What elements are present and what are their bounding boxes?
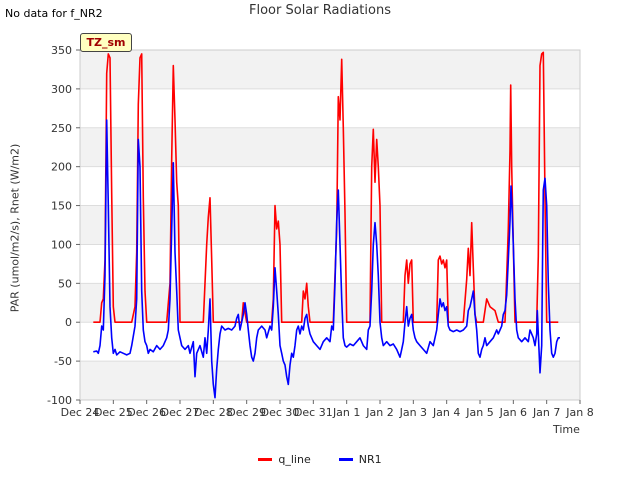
y-tick-label: -100 [47, 394, 72, 407]
no-data-note: No data for f_NR2 [5, 7, 103, 20]
y-tick-label: 200 [51, 161, 72, 174]
chart-title: Floor Solar Radiations [249, 3, 391, 18]
legend-label-nr1: NR1 [358, 453, 382, 466]
x-tick-label: Jan 1 [332, 406, 360, 419]
y-tick-label: -50 [54, 355, 72, 368]
background-bands [80, 50, 580, 400]
y-axis-label: PAR (umol/m2/s), Rnet (W/m2) [8, 143, 22, 313]
y-tick-label: 150 [51, 200, 72, 213]
plot-frame [79, 49, 581, 401]
x-axis-label: Time [553, 423, 580, 436]
series-line-q-line [93, 51, 559, 324]
x-tick-label: Dec 26 [127, 406, 166, 419]
x-tick-label: Jan 7 [532, 406, 560, 419]
x-tick-label: Jan 4 [432, 406, 460, 419]
x-tick-label: Dec 29 [227, 406, 266, 419]
band [80, 205, 580, 245]
legend-label-q-line: q_line [278, 453, 311, 466]
x-tick-label: Dec 25 [94, 406, 133, 419]
x-tick-label: Dec 31 [294, 406, 333, 419]
legend-swatch-q-line [258, 458, 273, 461]
y-tick-label: 250 [51, 122, 72, 135]
legend-item-q-line: q_line [258, 453, 311, 466]
legend-swatch-nr1 [338, 458, 353, 461]
x-tick-label: Dec 30 [261, 406, 300, 419]
series-lines [93, 51, 560, 399]
x-tick-label: Jan 5 [465, 406, 493, 419]
y-tick-label: 0 [65, 316, 72, 329]
band [80, 127, 580, 167]
x-tick-label: Dec 24 [61, 406, 100, 419]
x-tick-label: Dec 28 [194, 406, 233, 419]
y-tick-label: 100 [51, 238, 72, 251]
x-tick-label: Jan 2 [365, 406, 393, 419]
x-tick-label: Jan 8 [565, 406, 593, 419]
band [80, 361, 580, 400]
x-tick-label: Jan 6 [499, 406, 527, 419]
y-tick-label: 300 [51, 83, 72, 96]
x-tick-label: Jan 3 [399, 406, 427, 419]
legend: q_line NR1 [0, 453, 640, 466]
y-tick-label: 350 [51, 44, 72, 57]
x-tick-label: Dec 27 [161, 406, 200, 419]
timezone-badge: TZ_sm [80, 33, 132, 52]
legend-item-nr1: NR1 [338, 453, 382, 466]
series-line-nr1 [93, 119, 560, 399]
band [80, 50, 580, 89]
y-axis-ticks: -100 -50 0 50 100 150 200 250 300 350 [47, 44, 80, 407]
y-tick-label: 50 [58, 277, 72, 290]
